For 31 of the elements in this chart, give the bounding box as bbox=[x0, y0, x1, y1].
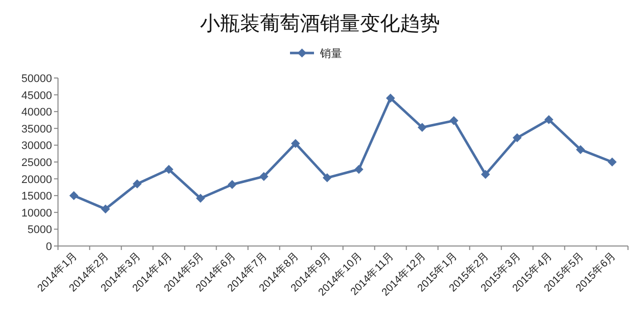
point bbox=[576, 145, 585, 154]
point bbox=[291, 139, 300, 148]
point bbox=[608, 158, 617, 166]
point bbox=[512, 133, 522, 142]
point bbox=[196, 194, 205, 203]
y-tick-label: 0 bbox=[46, 241, 52, 253]
y-tick-label: 10000 bbox=[21, 207, 52, 220]
point bbox=[228, 180, 237, 190]
y-tick-label: 30000 bbox=[21, 140, 52, 152]
y-tick-label: 50000 bbox=[21, 73, 52, 85]
y-tick-label: 35000 bbox=[21, 123, 52, 136]
point bbox=[481, 170, 490, 179]
chart-title: 小瓶装葡萄酒销量变化趋势 bbox=[200, 13, 440, 35]
y-tick-label: 5000 bbox=[28, 224, 52, 236]
y-tick-label: 25000 bbox=[21, 157, 52, 169]
y-tick-label: 20000 bbox=[21, 174, 52, 186]
point bbox=[132, 179, 142, 188]
y-tick-label: 45000 bbox=[21, 90, 52, 102]
point bbox=[69, 191, 78, 200]
legend-label: 销量 bbox=[319, 48, 342, 60]
point bbox=[544, 115, 554, 124]
point bbox=[101, 204, 110, 214]
point bbox=[164, 164, 174, 174]
point bbox=[449, 116, 458, 126]
point bbox=[418, 122, 427, 132]
y-tick-label: 40000 bbox=[21, 106, 52, 119]
y-tick-label: 15000 bbox=[21, 190, 52, 203]
point bbox=[354, 164, 364, 174]
point bbox=[386, 94, 395, 103]
point bbox=[259, 172, 268, 181]
point bbox=[322, 173, 332, 182]
